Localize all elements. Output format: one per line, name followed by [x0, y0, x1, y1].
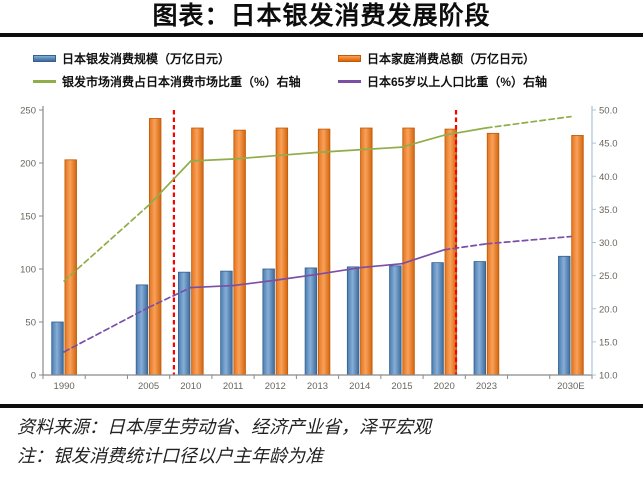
silver-consumption-bar — [178, 271, 191, 376]
tick-label: 0 — [31, 371, 36, 382]
source-line: 资料来源：日本厚生劳动省、经济产业省，泽平宏观 — [17, 417, 431, 437]
green-line-swatch-icon — [33, 80, 56, 83]
legend-item-elderly-population-share: 日本65岁以上人口比重（%）右轴 — [338, 73, 547, 90]
orange-bar-swatch-icon — [338, 55, 361, 62]
right-line-series — [63, 235, 572, 353]
tick-label: 2013 — [307, 381, 328, 392]
legend-label: 日本银发消费规模（万亿日元） — [62, 52, 231, 66]
blue-bar-swatch-icon — [33, 55, 56, 62]
line-segment — [485, 235, 572, 245]
purple-line-swatch-icon — [338, 80, 361, 83]
tick-label: 20.0 — [599, 304, 618, 315]
household-consumption-bar — [275, 127, 289, 376]
line-segment — [358, 262, 403, 269]
household-consumption-bar — [444, 128, 457, 376]
line-segment — [232, 279, 277, 287]
silver-consumption-bar — [389, 265, 402, 376]
tick-label: 2030E — [557, 381, 584, 392]
tick-label: 2023 — [476, 381, 497, 392]
silver-consumption-bar — [51, 321, 64, 376]
line-segment — [63, 204, 150, 282]
line-segment — [147, 286, 192, 309]
tick-label: 25.0 — [599, 271, 618, 282]
line-segment — [401, 248, 446, 265]
household-consumption-bar — [571, 135, 584, 376]
bars-group — [51, 118, 584, 376]
line-segment — [232, 154, 277, 160]
line-segment — [274, 273, 319, 282]
tick-label: 2020 — [434, 381, 455, 392]
tick-label: 2012 — [265, 381, 286, 392]
note-line: 注：银发消费统计口径以户主年龄为准 — [17, 446, 323, 466]
household-consumption-bar — [191, 127, 204, 376]
tick-label: 35.0 — [599, 205, 618, 216]
household-consumption-bar — [317, 128, 331, 376]
tick-label: 15.0 — [599, 337, 618, 348]
silver-consumption-bar — [431, 262, 444, 376]
tick-label: 40.0 — [599, 172, 618, 183]
household-consumption-bar — [233, 129, 246, 376]
tick-label: 10.0 — [599, 371, 618, 382]
silver-consumption-bar — [262, 268, 275, 376]
tick-label: 30.0 — [599, 238, 618, 249]
household-consumption-bar — [486, 132, 500, 376]
line-segment — [274, 151, 319, 157]
line-segment — [401, 134, 446, 148]
line-segment — [189, 284, 234, 289]
chart-title: 图表：日本银发消费发展阶段 — [152, 3, 491, 30]
x-axis-ticks: 1990 2005 2010 2011 2012 2013 2014 2015 2020 2023… — [42, 375, 593, 392]
legend-item-silver-share: 银发市场消费占日本消费市场比重（%）右轴 — [33, 73, 301, 90]
tick-label: 2010 — [180, 381, 201, 392]
stage-divider-lines — [172, 110, 458, 375]
legend-label: 日本65岁以上人口比重（%）右轴 — [367, 75, 548, 89]
tick-label: 50.0 — [599, 106, 618, 117]
top-divider-rule — [0, 33, 643, 37]
silver-consumption-bar — [558, 255, 571, 376]
silver-consumption-bar — [473, 261, 487, 376]
line-segment — [189, 158, 234, 162]
tick-label: 150 — [20, 212, 36, 223]
line-segment — [443, 242, 488, 251]
right-line-series — [63, 115, 572, 282]
household-consumption-bar — [64, 159, 77, 376]
silver-consumption-bar — [304, 267, 318, 376]
silver-consumption-bar — [135, 284, 149, 376]
tick-label: 2011 — [223, 381, 243, 392]
line-segment — [316, 266, 361, 276]
legend-item-silver-consumption: 日本银发消费规模（万亿日元） — [33, 50, 230, 67]
tick-label: 2015 — [391, 381, 412, 392]
tick-label: 2014 — [349, 381, 370, 392]
household-consumption-bar — [148, 118, 162, 376]
source-note: 资料来源：日本厚生劳动省、经济产业省，泽平宏观 注：银发消费统计口径以户主年龄为… — [17, 413, 632, 471]
legend-label: 银发市场消费占日本消费市场比重（%）右轴 — [62, 75, 301, 89]
line-segment — [443, 127, 488, 137]
tick-label: 200 — [20, 159, 36, 170]
tick-label: 250 — [20, 106, 36, 117]
legend-label: 日本家庭消费总额（万亿日元） — [367, 52, 536, 66]
line-segment — [63, 306, 150, 353]
tick-label: 100 — [20, 265, 36, 276]
tick-label: 2005 — [138, 381, 159, 392]
tick-label: 1990 — [54, 381, 75, 392]
tick-label: 50 — [25, 318, 36, 329]
line-segment — [147, 160, 192, 207]
axes-group — [42, 106, 593, 376]
line-segment — [485, 115, 572, 129]
household-consumption-bar — [402, 127, 415, 376]
right-axis-ticks: 10.0 15.0 20.0 25.0 30.0 35.0 40.0 45.0 50.0 — [592, 106, 618, 382]
bottom-divider-rule — [0, 404, 643, 408]
line-segment — [358, 146, 403, 151]
silver-consumption-bar — [346, 266, 360, 376]
household-consumption-bar — [360, 127, 373, 376]
left-axis-ticks: 0 50 100 150 200 250 — [20, 106, 43, 382]
line-segment — [316, 148, 361, 154]
legend-item-household-consumption: 日本家庭消费总额（万亿日元） — [338, 50, 535, 67]
tick-label: 45.0 — [599, 139, 618, 150]
